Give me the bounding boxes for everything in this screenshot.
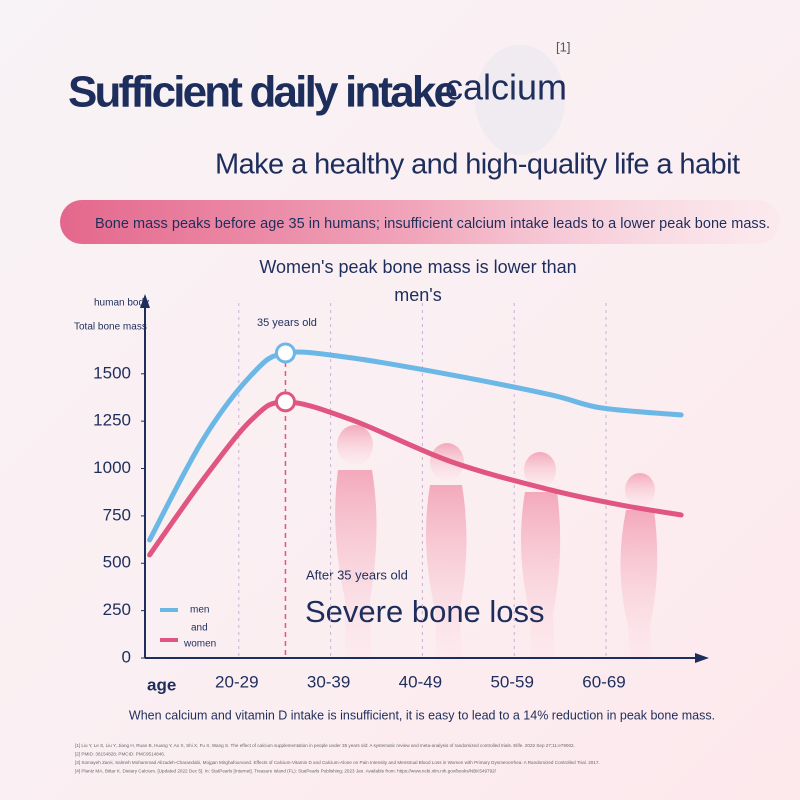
silhouettes [335, 425, 658, 660]
reference: [3] Somayeh Zarei, Salmeh Mohammad Aliza… [75, 760, 600, 765]
peak-marker [274, 342, 296, 364]
subtitle: Make a healthy and high-quality life a h… [215, 149, 740, 181]
reference-mark: [1] [556, 39, 570, 54]
y-axis-label: Total bone mass [74, 322, 147, 333]
series-line [147, 349, 684, 543]
x-tick-label: 40-49 [399, 672, 442, 691]
banner-text: Bone mass peaks before age 35 in humans;… [95, 216, 770, 232]
legend-label: women [183, 639, 216, 650]
y-tick-label: 0 [122, 647, 131, 666]
y-tick-label: 750 [103, 505, 131, 524]
y-axis-arrow [140, 294, 150, 308]
x-axis-label: age [147, 675, 176, 694]
legend-joiner: and [191, 623, 208, 634]
peak-label: 35 years old [257, 317, 317, 329]
callout: Severe bone loss [305, 594, 545, 629]
reference: [1] Liu Y, Le S, Liu Y, Jiang H, Ruan B,… [75, 743, 575, 748]
legend-label: men [190, 605, 209, 616]
x-tick-label: 20-29 [215, 672, 258, 691]
x-tick-label: 30-39 [307, 672, 350, 691]
x-tick-label: 60-69 [582, 672, 625, 691]
banner [60, 200, 780, 244]
footnote: When calcium and vitamin D intake is ins… [129, 708, 715, 722]
reference: [4] Plantz MA, Bittar K. Dietary Calcium… [75, 769, 497, 774]
chart-title: Women's peak bone mass is lower than [259, 257, 576, 277]
title-highlight: calcium [445, 67, 567, 108]
y-tick-label: 1500 [93, 363, 131, 382]
note: After 35 years old [306, 567, 408, 582]
y-tick-label: 500 [103, 553, 131, 572]
title: Sufficient daily intake [68, 68, 458, 117]
reference: [2] PMID: 36154828; PMCID: PMC9514846. [75, 752, 165, 757]
y-tick-label: 1250 [93, 411, 131, 430]
y-tick-label: 250 [103, 600, 131, 619]
references: [1] Liu Y, Le S, Liu Y, Jiang H, Ruan B,… [75, 743, 600, 774]
series-line [147, 399, 684, 558]
x-tick-label: 50-59 [490, 672, 533, 691]
y-tick-label: 1000 [93, 458, 131, 477]
peak-marker [274, 391, 296, 413]
y-axis-label: human body [94, 298, 149, 309]
x-axis-arrow [695, 653, 709, 663]
decoration [475, 45, 565, 155]
chart-title: men's [394, 285, 441, 305]
